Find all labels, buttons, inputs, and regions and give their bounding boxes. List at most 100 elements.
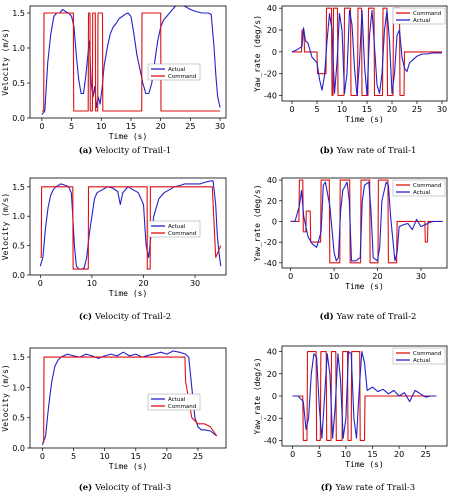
y-axis-label: Velocity (m/s)	[1, 364, 10, 431]
x-tick-label: 30	[215, 122, 225, 131]
x-tick-label: 30	[437, 105, 447, 114]
x-tick-label: 30	[190, 279, 200, 288]
x-tick-label: 0	[40, 452, 45, 461]
y-tick-label: 0.5	[12, 79, 25, 88]
x-tick-label: 5	[317, 450, 322, 459]
x-axis-label: Time (s)	[345, 115, 384, 124]
plot-frame	[281, 5, 448, 102]
y-axis-label: Yaw_rate (deg/s)	[253, 15, 262, 92]
y-tick-label: 1.5	[12, 353, 25, 362]
series-line-command	[40, 186, 222, 270]
y-tick-label: 0.5	[12, 242, 25, 251]
series-line-command	[292, 351, 437, 441]
chart-panel-6: 0 5 10 15 20 25 -40 -20 0 20 40 Time (s) Yaw_rate (d…	[253, 345, 448, 493]
series-line-actual	[290, 181, 443, 262]
chart-panel-4: 0 10 20 30 -40 -20 0 20 40 Time (s) Yaw_rate (deg/…	[253, 176, 448, 322]
legend-label-command: Command	[413, 11, 441, 17]
y-tick-label: 1.5	[12, 9, 25, 18]
x-axis-label: Time (s)	[109, 132, 148, 141]
y-tick-label: -20	[264, 238, 277, 247]
x-tick-label: 0	[288, 272, 293, 281]
series-line-actual	[39, 180, 222, 270]
y-tick-label: 40	[267, 176, 277, 185]
chart-panel-3: 0 10 20 30 0.0 0.5 1.0 1.5 Time (s) Velocity (m/s…	[1, 177, 227, 322]
y-tick-label: -40	[264, 259, 277, 268]
y-tick-label: 0.0	[12, 271, 25, 280]
y-tick-label: 1.0	[12, 383, 25, 392]
x-tick-label: 10	[100, 452, 110, 461]
y-tick-label: 0.5	[12, 414, 25, 423]
y-tick-label: 1.0	[12, 212, 25, 221]
y-axis-label: Velocity (m/s)	[1, 193, 10, 260]
y-tick-label: 40	[267, 348, 277, 357]
plot-frame	[281, 177, 448, 269]
y-tick-label: 20	[267, 26, 277, 35]
x-axis-label: Time (s)	[109, 289, 148, 298]
plot-frame	[29, 347, 227, 449]
caption-text: Yaw rate of Trail-3	[334, 483, 415, 493]
caption-tag: (e)	[79, 482, 95, 493]
caption-text: Velocity of Trail-2	[94, 312, 171, 322]
x-tick-label: 5	[69, 122, 74, 131]
y-tick-label: 0	[272, 48, 277, 57]
caption-text: Velocity of Trail-3	[94, 483, 171, 493]
x-tick-label: 20	[387, 105, 397, 114]
legend-label-command: Command	[413, 351, 441, 357]
x-tick-label: 10	[341, 450, 351, 459]
legend-label-actual: Actual	[413, 18, 431, 24]
caption-text: Yaw rate of Trail-2	[336, 312, 417, 322]
y-axis-label: Yaw_rate (deg/s)	[253, 357, 262, 434]
y-tick-label: 0	[272, 392, 277, 401]
plot-frame	[29, 177, 227, 276]
legend-label-actual: Actual	[413, 358, 431, 364]
y-axis-label: Yaw_rate (deg/s)	[253, 184, 262, 261]
y-axis-label: Velocity (m/s)	[1, 28, 10, 95]
legend-label-actual: Actual	[168, 67, 186, 73]
y-tick-label: 0.0	[12, 114, 25, 123]
y-tick-label: 20	[267, 197, 277, 206]
legend-label-actual: Actual	[168, 224, 186, 230]
caption-text: Yaw rate of Trail-1	[336, 146, 417, 156]
series-line-command	[41, 12, 221, 112]
figure-caption: (a) Velocity of Trail-1	[79, 145, 172, 156]
y-tick-label: 40	[267, 4, 277, 13]
x-tick-label: 0	[289, 105, 294, 114]
x-tick-label: 25	[421, 450, 431, 459]
y-tick-label: -20	[264, 70, 277, 79]
caption-tag: (d)	[320, 311, 337, 322]
x-tick-label: 10	[96, 122, 106, 131]
chart-panel-5: 0 5 10 15 20 25 0.0 0.5 1.0 1.5 Time (s) Velocity (…	[1, 347, 227, 493]
y-tick-label: 1.5	[12, 183, 25, 192]
figure-caption: (e) Velocity of Trail-3	[79, 482, 172, 493]
caption-tag: (b)	[320, 145, 337, 156]
series-line-actual	[291, 9, 442, 97]
x-tick-label: 20	[138, 279, 148, 288]
caption-text: Velocity of Trail-1	[94, 146, 171, 156]
legend-label-command: Command	[168, 404, 196, 410]
y-tick-label: -40	[264, 436, 277, 445]
caption-tag: (c)	[79, 311, 95, 322]
y-tick-label: 0	[272, 217, 277, 226]
x-tick-label: 10	[87, 279, 97, 288]
figure-caption: (f) Yaw rate of Trail-3	[321, 482, 415, 493]
chart-panel-1: 0 5 10 15 20 25 30 0.0 0.5 1.0 1.5 Time (s) Velocity…	[1, 5, 227, 156]
x-tick-label: 0	[290, 450, 295, 459]
x-tick-label: 5	[71, 452, 76, 461]
caption-tag: (a)	[79, 145, 96, 156]
y-tick-label: -20	[264, 414, 277, 423]
legend-label-command: Command	[413, 183, 441, 189]
y-tick-label: 0.0	[12, 444, 25, 453]
x-tick-label: 20	[162, 452, 172, 461]
plot-frame	[29, 5, 227, 119]
x-tick-label: 0	[38, 279, 43, 288]
x-tick-label: 10	[329, 272, 339, 281]
x-tick-label: 15	[126, 122, 136, 131]
x-axis-label: Time (s)	[345, 460, 384, 469]
figure-caption: (c) Velocity of Trail-2	[79, 311, 171, 322]
legend-label-command: Command	[168, 231, 196, 237]
